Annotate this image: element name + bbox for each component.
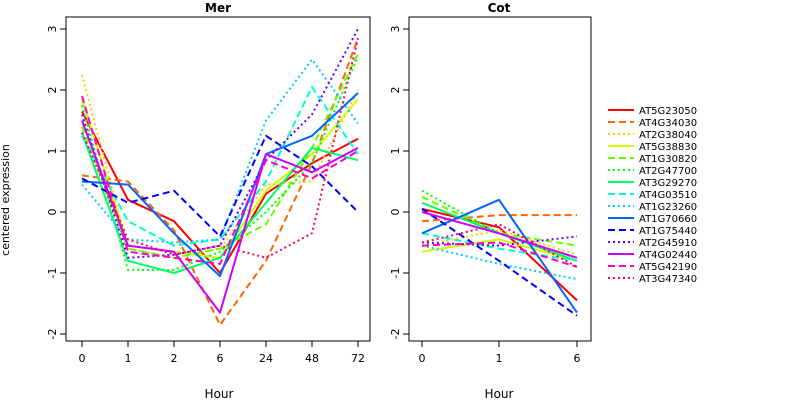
x-tick-label: 0 <box>79 352 86 365</box>
y-tick-label: 2 <box>46 87 59 94</box>
series-line-at1g23260 <box>421 244 578 281</box>
x-axis-cot: 0 1 6 <box>419 341 581 365</box>
y-tick-label: 0 <box>389 209 402 216</box>
legend-label: AT1G30820 <box>639 154 697 165</box>
legend-label: AT2G38040 <box>639 130 697 141</box>
x-axis-label-cot: Hour <box>485 387 514 400</box>
x-axis-mer: 0 1 2 6 24 48 72 <box>79 341 365 365</box>
x-tick-label: 6 <box>574 352 581 365</box>
legend-label: AT3G29270 <box>639 178 697 189</box>
y-tick-label: 1 <box>46 148 59 155</box>
x-tick-label: 48 <box>305 352 319 365</box>
panel-mer: Mer -2 -1 0 1 2 3 0 1 2 6 24 48 72 Hour <box>46 1 371 400</box>
series-line-at3g29270 <box>421 201 578 262</box>
y-tick-label: -1 <box>389 268 402 279</box>
series-line-at4g02440 <box>81 120 359 314</box>
legend-label: AT1G75440 <box>639 226 697 237</box>
y-axis-mer: -2 -1 0 1 2 3 <box>46 26 66 340</box>
series-line-at1g75440 <box>81 134 359 238</box>
series-line-at4g03510 <box>421 232 578 262</box>
legend-label: AT4G02440 <box>639 250 697 261</box>
legend-label: AT2G47700 <box>639 166 697 177</box>
series-line-at2g45910 <box>421 235 578 247</box>
panel-title-cot: Cot <box>488 1 511 15</box>
y-tick-label: -1 <box>46 268 59 279</box>
series-line-at3g47340 <box>81 37 359 259</box>
series-line-at1g70660 <box>421 198 578 314</box>
series-line-at3g47340 <box>421 223 578 268</box>
panel-cot: Cot -2 -1 0 1 2 3 0 1 6 Hour <box>389 1 592 400</box>
legend-label: AT5G23050 <box>639 106 697 117</box>
series-line-at2g38040 <box>421 229 578 256</box>
series-line-at5g38830 <box>421 238 578 262</box>
plot-frame-mer <box>65 16 371 342</box>
series-line-at2g47700 <box>81 56 359 271</box>
legend: AT5G23050AT4G34030AT2G38040AT5G38830AT1G… <box>608 106 697 285</box>
y-tick-label: 2 <box>389 87 402 94</box>
x-tick-label: 72 <box>351 352 365 365</box>
series-line-at5g42190 <box>81 95 359 265</box>
series-line-at3g29270 <box>81 132 359 274</box>
y-tick-label: 3 <box>46 26 59 33</box>
y-tick-label: 1 <box>389 148 402 155</box>
y-tick-label: -2 <box>389 329 402 340</box>
legend-label: AT1G23260 <box>639 202 697 213</box>
y-axis-cot: -2 -1 0 1 2 3 <box>389 26 409 340</box>
x-tick-label: 1 <box>496 352 503 365</box>
legend-label: AT5G42190 <box>639 262 697 273</box>
x-tick-label: 24 <box>259 352 273 365</box>
x-tick-label: 6 <box>217 352 224 365</box>
series-line-at5g42190 <box>421 241 578 268</box>
series-line-at5g23050 <box>81 110 359 274</box>
legend-label: AT5G38830 <box>639 142 697 153</box>
series-line-at2g45910 <box>81 28 359 259</box>
series-line-at1g30820 <box>81 52 359 259</box>
x-axis-label-mer: Hour <box>205 387 234 400</box>
x-tick-label: 0 <box>419 352 426 365</box>
series-line-at4g03510 <box>81 86 359 247</box>
series-line-at1g30820 <box>421 195 578 247</box>
legend-label: AT3G47340 <box>639 274 697 285</box>
y-tick-label: 0 <box>46 209 59 216</box>
y-axis-label: centered expression <box>0 144 12 256</box>
series-lines-mer <box>81 28 359 326</box>
y-tick-label: -2 <box>46 329 59 340</box>
x-tick-label: 2 <box>171 352 178 365</box>
x-tick-label: 1 <box>125 352 132 365</box>
legend-label: AT4G34030 <box>639 118 697 129</box>
series-line-at4g34030 <box>81 37 359 326</box>
legend-label: AT1G70660 <box>639 214 697 225</box>
panel-title-mer: Mer <box>205 1 231 15</box>
series-lines-cot <box>421 189 578 317</box>
plot-frame-cot <box>408 16 592 342</box>
legend-label: AT2G45910 <box>639 238 697 249</box>
series-line-at1g75440 <box>421 208 578 317</box>
series-line-at1g70660 <box>81 92 359 278</box>
y-tick-label: 3 <box>389 26 402 33</box>
legend-label: AT4G03510 <box>639 190 697 201</box>
series-line-at4g02440 <box>421 211 578 259</box>
